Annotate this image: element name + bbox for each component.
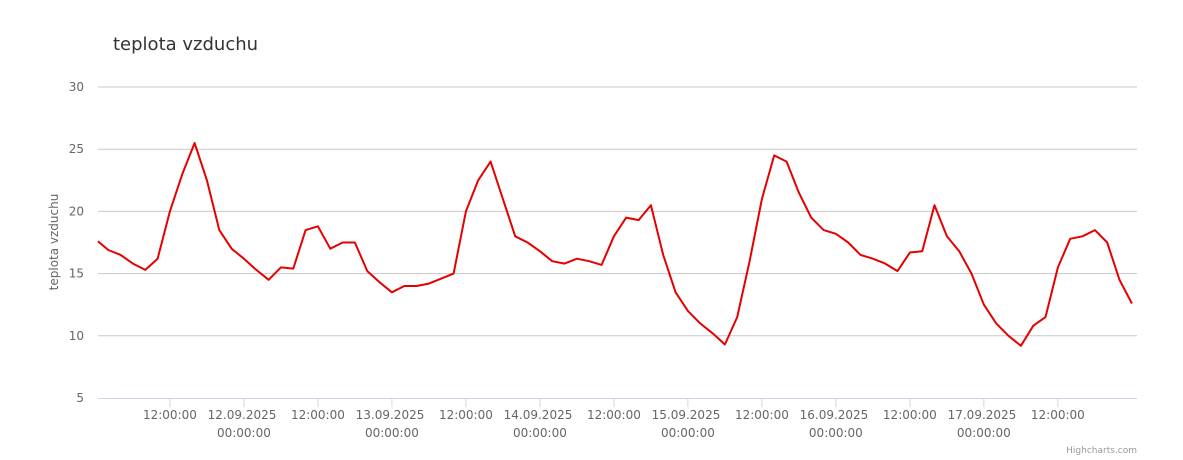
x-tick-label: 15.09.2025 00:00:00 [652, 408, 725, 440]
temperature-line [97, 142, 1133, 347]
x-tick-label: 12:00:00 [1031, 408, 1085, 422]
y-tick-label: 10 [69, 329, 84, 343]
x-tick-label: 14.09.2025 00:00:00 [504, 408, 577, 440]
x-tick-label: 13.09.2025 00:00:00 [356, 408, 429, 440]
x-tick-label: 12:00:00 [883, 408, 937, 422]
y-axis-title: teplota vzduchu [47, 194, 61, 291]
x-tick-label: 12.09.2025 00:00:00 [208, 408, 281, 440]
x-tick-label: 16.09.2025 00:00:00 [800, 408, 873, 440]
credits: Highcharts.com [1066, 446, 1137, 456]
x-tick-label: 12:00:00 [735, 408, 789, 422]
y-tick-label: 25 [69, 142, 84, 156]
x-tick-label: 12:00:00 [291, 408, 345, 422]
y-tick-label: 5 [76, 391, 84, 405]
x-tick-label: 12:00:00 [439, 408, 493, 422]
x-tick-label: 17.09.2025 00:00:00 [948, 408, 1021, 440]
x-tick-label: 12:00:00 [587, 408, 641, 422]
chart-title: teplota vzduchu [113, 34, 258, 55]
y-tick-label: 20 [69, 204, 84, 218]
x-tick-label: 12:00:00 [143, 408, 197, 422]
y-tick-label: 15 [69, 267, 84, 281]
y-tick-label: 30 [69, 80, 84, 94]
